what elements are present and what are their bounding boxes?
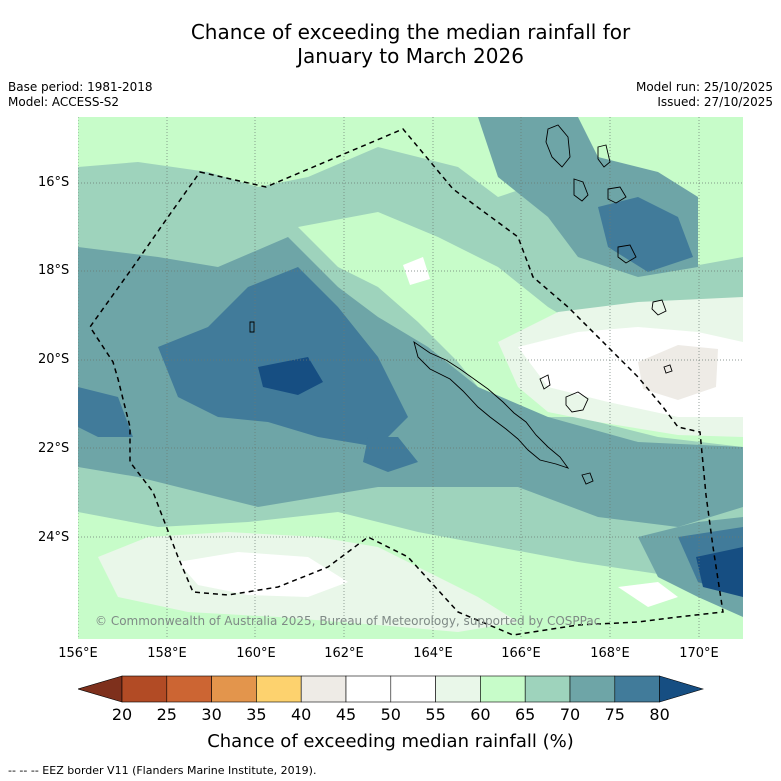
run-info: Model run: 25/10/2025 Issued: 27/10/2025 (636, 80, 773, 110)
lon-label-164e: 164°E (413, 646, 453, 661)
lon-label-160e: 160°E (236, 646, 276, 661)
colorbar-segment-60-65 (480, 675, 526, 703)
colorbar-tick-80: 80 (649, 705, 670, 724)
model-info: Base period: 1981-2018 Model: ACCESS-S2 (8, 80, 153, 110)
loyalty-island-mare (581, 472, 594, 485)
graticule (78, 117, 743, 639)
colorbar-tick-60: 60 (470, 705, 491, 724)
lat-label-22s: 22°S (38, 441, 70, 456)
colorbar-tick-35: 35 (246, 705, 267, 724)
lon-label-156e: 156°E (58, 646, 98, 661)
contour-75-80-centre (363, 437, 418, 472)
lon-label-158e: 158°E (147, 646, 187, 661)
colorbar-segment-55-60 (435, 675, 481, 703)
colorbar-segment-65-70 (524, 675, 571, 703)
map-svg (78, 117, 743, 639)
vanuatu-pentecost (597, 144, 611, 168)
issued-date: Issued: 27/10/2025 (657, 95, 773, 109)
base-period: Base period: 1981-2018 (8, 80, 153, 94)
colorbar-segment-20-25 (121, 675, 168, 703)
colorbar-segment-75-80 (614, 675, 660, 703)
colorbar-tick-50: 50 (380, 705, 401, 724)
colorbar-tick-30: 30 (201, 705, 222, 724)
colorbar-tick-55: 55 (425, 705, 446, 724)
vanuatu-tanna (651, 299, 667, 316)
lat-label-24s: 24°S (38, 530, 70, 545)
contour-45-55-southeast (618, 582, 678, 607)
lon-label-170e: 170°E (679, 646, 719, 661)
lon-label-166e: 166°E (501, 646, 541, 661)
colorbar-tick-70: 70 (559, 705, 581, 724)
map-title: Chance of exceeding the median rainfall … (0, 20, 781, 68)
vanuatu-espiritu-santo (545, 124, 571, 168)
colorbar-extend-low (78, 675, 123, 703)
contour-75-80-northeast (598, 197, 693, 272)
vanuatu-aneityum (663, 364, 673, 374)
vanuatu-erromango (617, 244, 637, 264)
lat-label-16s: 16°S (38, 175, 70, 190)
colorbar-segment-30-35 (211, 675, 257, 703)
contour-40-45 (638, 345, 718, 400)
lon-label-162e: 162°E (324, 646, 364, 661)
eez-border (89, 128, 724, 636)
colorbar-tick-65: 65 (515, 705, 536, 724)
eez-legend: -- -- -- EEZ border V11 (Flanders Marine… (8, 764, 317, 777)
vanuatu-malakula (573, 178, 589, 202)
colorbar-segment-35-40 (256, 675, 302, 703)
title-line-2: January to March 2026 (297, 44, 524, 68)
colorbar-segment-25-30 (166, 675, 212, 703)
colorbar-segment-40-45 (300, 675, 347, 703)
colorbar-tick-40: 40 (291, 705, 312, 724)
colorbar-segment-45-50 (345, 675, 392, 703)
lat-label-18s: 18°S (38, 263, 70, 278)
rainfall-probability-map (78, 117, 743, 639)
lon-label-168e: 168°E (590, 646, 630, 661)
vanuatu-efate (607, 186, 627, 204)
colorbar-tick-25: 25 (156, 705, 177, 724)
colorbar-tick-20: 20 (111, 705, 133, 724)
new-caledonia-coastline (413, 340, 570, 469)
contour-45-55-small (403, 257, 430, 285)
colorbar-label: Chance of exceeding median rainfall (%) (207, 731, 574, 752)
colorbar-segment-70-75 (569, 675, 616, 703)
loyalty-island-lifou (565, 391, 589, 413)
colorbar-extend-high (659, 675, 704, 703)
contour-75-80-edge (78, 387, 133, 437)
small-island-west (249, 321, 255, 333)
colorbar-tick-75: 75 (604, 705, 625, 724)
colorbar-segment-50-55 (390, 675, 436, 703)
title-line-1: Chance of exceeding the median rainfall … (190, 20, 631, 44)
colorbar-tick-45: 45 (335, 705, 357, 724)
contour-80-plus-southeast (696, 547, 743, 597)
model-name: Model: ACCESS-S2 (8, 95, 120, 109)
contour-75-80-west (158, 267, 408, 447)
lat-label-20s: 20°S (38, 352, 70, 367)
colorbar (78, 675, 704, 703)
loyalty-island-ouvea (539, 374, 551, 390)
contour-80-plus-west (258, 357, 323, 395)
model-run-date: Model run: 25/10/2025 (635, 80, 773, 94)
contour-45-55-south (178, 552, 348, 597)
map-copyright: © Commonwealth of Australia 2025, Bureau… (95, 614, 601, 628)
